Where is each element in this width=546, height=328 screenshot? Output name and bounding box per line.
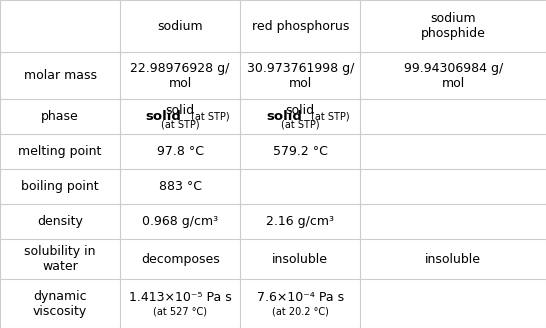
- Text: red phosphorus: red phosphorus: [252, 20, 349, 33]
- Text: solid: solid: [266, 110, 302, 123]
- Text: decomposes: decomposes: [141, 253, 219, 266]
- Text: (at STP): (at STP): [311, 112, 349, 121]
- Text: 22.98976928 g/
mol: 22.98976928 g/ mol: [130, 62, 230, 90]
- Text: 30.973761998 g/
mol: 30.973761998 g/ mol: [247, 62, 354, 90]
- Text: (at 527 °C): (at 527 °C): [153, 307, 207, 317]
- Text: dynamic
viscosity: dynamic viscosity: [33, 290, 87, 318]
- Text: 883 °C: 883 °C: [159, 180, 201, 193]
- Text: 99.94306984 g/
mol: 99.94306984 g/ mol: [403, 62, 503, 90]
- Text: sodium
phosphide: sodium phosphide: [421, 12, 485, 40]
- Text: insoluble: insoluble: [425, 253, 481, 266]
- Text: (at STP): (at STP): [281, 120, 319, 130]
- Text: phase: phase: [41, 110, 79, 123]
- Text: (at STP): (at STP): [161, 120, 199, 130]
- Text: molar mass: molar mass: [23, 69, 97, 82]
- Text: solid: solid: [286, 104, 315, 117]
- Text: sodium: sodium: [157, 20, 203, 33]
- Text: 7.6×10⁻⁴ Pa s: 7.6×10⁻⁴ Pa s: [257, 291, 344, 304]
- Text: 97.8 °C: 97.8 °C: [157, 145, 204, 158]
- Text: (at 20.2 °C): (at 20.2 °C): [272, 307, 329, 317]
- Text: 0.968 g/cm³: 0.968 g/cm³: [142, 215, 218, 228]
- Text: 1.413×10⁻⁵ Pa s: 1.413×10⁻⁵ Pa s: [129, 291, 232, 304]
- Text: (at STP): (at STP): [191, 112, 229, 121]
- Text: solid: solid: [165, 104, 195, 117]
- Text: solid: solid: [146, 110, 182, 123]
- Text: 579.2 °C: 579.2 °C: [273, 145, 328, 158]
- Text: density: density: [37, 215, 83, 228]
- Text: melting point: melting point: [19, 145, 102, 158]
- Text: boiling point: boiling point: [21, 180, 99, 193]
- Text: insoluble: insoluble: [272, 253, 328, 266]
- Text: solubility in
water: solubility in water: [25, 245, 96, 273]
- Text: 2.16 g/cm³: 2.16 g/cm³: [266, 215, 334, 228]
